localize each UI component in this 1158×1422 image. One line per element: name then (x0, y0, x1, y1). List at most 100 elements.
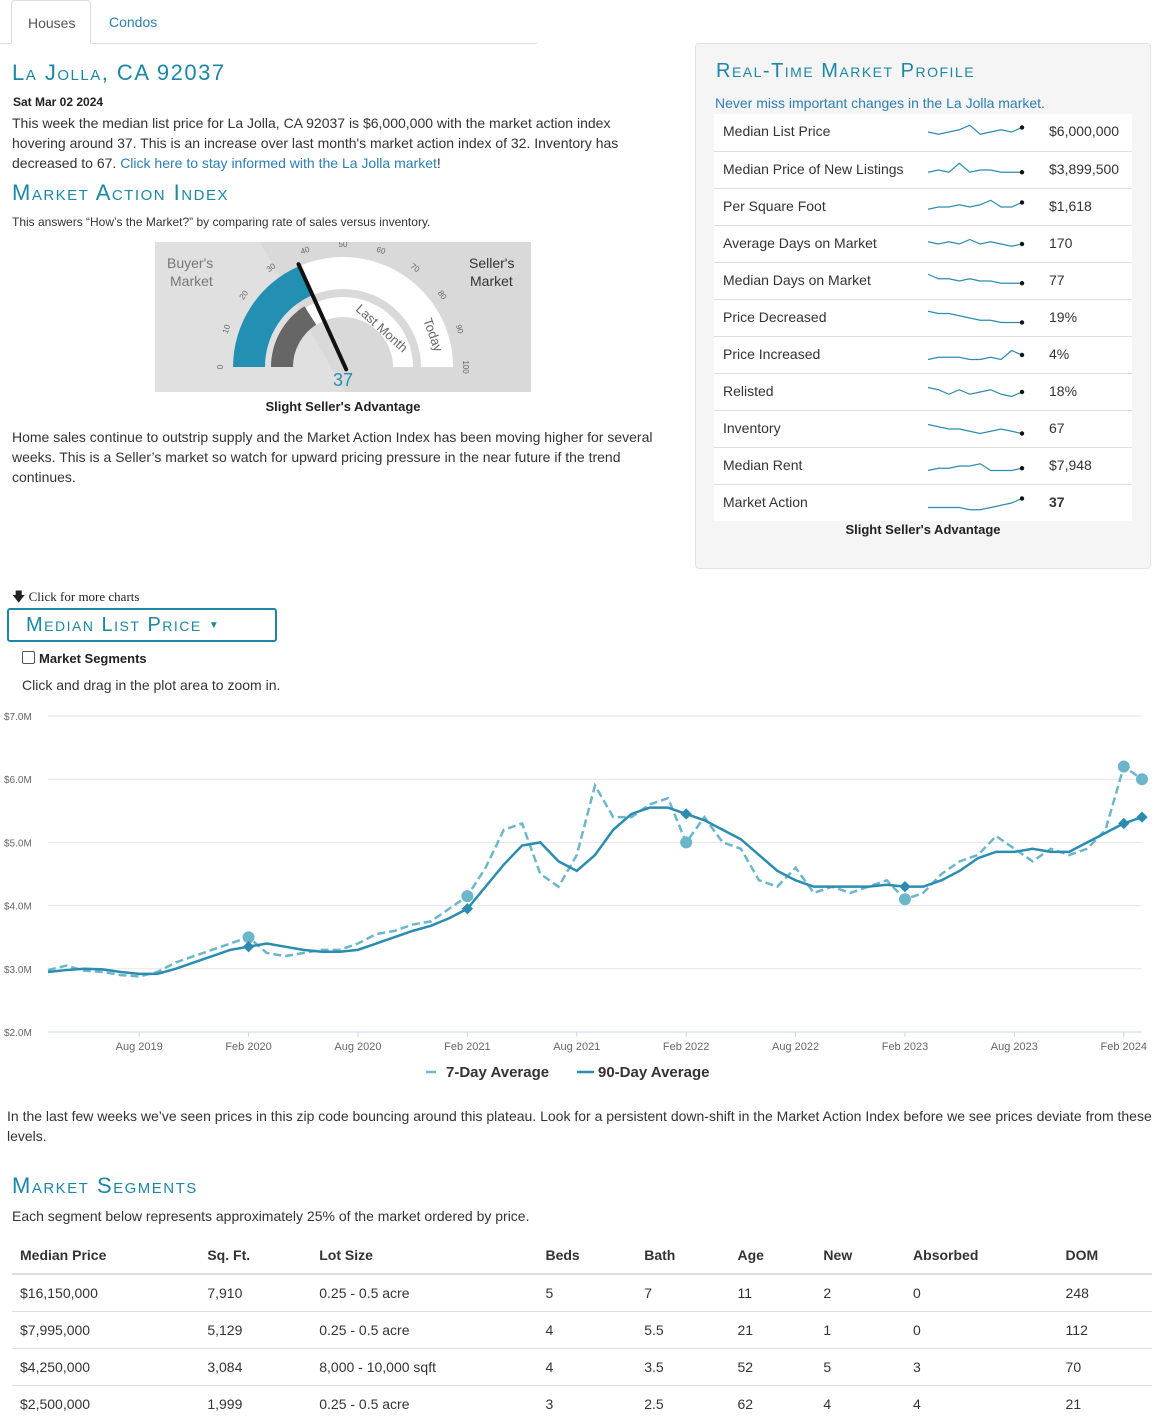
table-cell: 7 (636, 1274, 729, 1312)
x-tick-label: Feb 2024 (1101, 1041, 1147, 1053)
table-cell: $7,995,000 (12, 1312, 199, 1349)
table-cell: 52 (730, 1349, 816, 1386)
sparkline-current-dot (1020, 496, 1024, 500)
column-header: Lot Size (311, 1237, 537, 1274)
sparkline (926, 343, 1028, 367)
market-profile-subtitle[interactable]: Never miss important changes in the La J… (715, 95, 1045, 111)
sparkline-line (928, 200, 1022, 209)
sparkline-line (928, 163, 1022, 172)
sparkline-current-dot (1020, 320, 1024, 324)
table-cell: 2.5 (636, 1386, 729, 1422)
table-cell: 0 (905, 1312, 1058, 1349)
sparkline-current-dot (1020, 242, 1024, 246)
sparkline-line (928, 311, 1022, 322)
sparkline-line (928, 125, 1022, 134)
series-marker (243, 941, 254, 952)
sparkline (926, 195, 1028, 219)
profile-label: Per Square Foot (723, 198, 826, 214)
table-cell: 11 (730, 1274, 816, 1312)
market-segments-label: Market Segments (39, 651, 147, 666)
profile-row: Median List Price $6,000,000 (714, 114, 1132, 151)
legend-label-7-day: 7-Day Average (446, 1064, 549, 1081)
profile-label: Median List Price (723, 123, 830, 139)
market-segments-checkbox[interactable] (22, 651, 35, 664)
table-cell: $2,500,000 (12, 1386, 199, 1422)
table-cell: 5.5 (636, 1312, 729, 1349)
series-line-7-day (48, 767, 1142, 977)
profile-value: 170 (1049, 235, 1072, 251)
intro-paragraph: This week the median list price for La J… (12, 113, 652, 173)
profile-row: Median Price of New Listings$3,899,500 (714, 151, 1132, 188)
table-cell: 3,084 (199, 1349, 311, 1386)
legend-label-90-day: 90-Day Average (598, 1064, 709, 1081)
x-tick-label: Aug 2019 (116, 1041, 163, 1053)
profile-label: Average Days on Market (723, 235, 877, 251)
profile-value: 18% (1049, 383, 1077, 399)
series-marker (1118, 818, 1129, 829)
table-cell: 5,129 (199, 1312, 311, 1349)
table-cell: $4,250,000 (12, 1349, 199, 1386)
sparkline (926, 454, 1028, 478)
table-cell: 3 (905, 1349, 1058, 1386)
table-cell: $16,150,000 (12, 1274, 199, 1312)
gauge-tick-label: 50 (339, 242, 348, 249)
column-header: Absorbed (905, 1237, 1058, 1274)
table-cell: 248 (1058, 1274, 1152, 1312)
sparkline (926, 269, 1028, 293)
market-action-index-heading: Market Action Index (12, 180, 229, 206)
x-tick-label: Feb 2023 (882, 1041, 928, 1053)
table-cell: 2 (815, 1274, 905, 1312)
y-tick-label: $5.0M (4, 838, 32, 849)
x-tick-label: Aug 2021 (553, 1041, 600, 1053)
profile-value: $7,948 (1049, 457, 1092, 473)
market-profile-verdict: Slight Seller's Advantage (714, 522, 1132, 537)
market-commentary: Home sales continue to outstrip supply a… (12, 427, 662, 487)
profile-value: $6,000,000 (1049, 123, 1119, 139)
x-tick-label: Feb 2021 (444, 1041, 490, 1053)
profile-label: Market Action (723, 494, 808, 510)
x-tick-label: Aug 2023 (991, 1041, 1038, 1053)
table-cell: 3 (537, 1386, 636, 1422)
table-cell: 8,000 - 10,000 sqft (311, 1349, 537, 1386)
sparkline (926, 232, 1028, 256)
table-cell: 21 (1058, 1386, 1152, 1422)
profile-label: Price Decreased (723, 309, 827, 325)
profile-label: Median Days on Market (723, 272, 871, 288)
tab-houses[interactable]: Houses (11, 0, 91, 44)
profile-label: Inventory (723, 420, 781, 436)
more-charts-hint[interactable]: 🡇 Click for more charts (12, 588, 139, 610)
sparkline-current-dot (1020, 390, 1024, 394)
intro-end: ! (437, 155, 441, 171)
market-profile-title: Real-Time Market Profile (716, 60, 975, 83)
gauge-sellers-label-2: Market (470, 273, 513, 289)
market-segments-toggle[interactable]: Market Segments (22, 651, 147, 666)
tab-condos[interactable]: Condos (93, 0, 173, 42)
zoom-hint: Click and drag in the plot area to zoom … (22, 677, 280, 693)
column-header: Median Price (12, 1237, 199, 1274)
series-marker (680, 836, 692, 848)
series-marker (899, 893, 911, 905)
table-cell: 3.5 (636, 1349, 729, 1386)
sparkline-line (928, 240, 1022, 247)
property-type-tabs: Houses Condos (0, 0, 537, 44)
sparkline-current-dot (1020, 200, 1024, 204)
y-tick-label: $4.0M (4, 902, 32, 913)
sparkline (926, 158, 1028, 182)
profile-value: 4% (1049, 346, 1069, 362)
stay-informed-link[interactable]: Click here to stay informed with the La … (120, 155, 437, 171)
column-header: DOM (1058, 1237, 1152, 1274)
sparkline (926, 417, 1028, 441)
dropdown-label: Median List Price (26, 614, 202, 636)
profile-row: Average Days on Market 170 (714, 225, 1132, 262)
x-tick-label: Feb 2020 (225, 1041, 271, 1053)
chart-type-dropdown[interactable]: Median List Price ▼ (7, 608, 277, 642)
